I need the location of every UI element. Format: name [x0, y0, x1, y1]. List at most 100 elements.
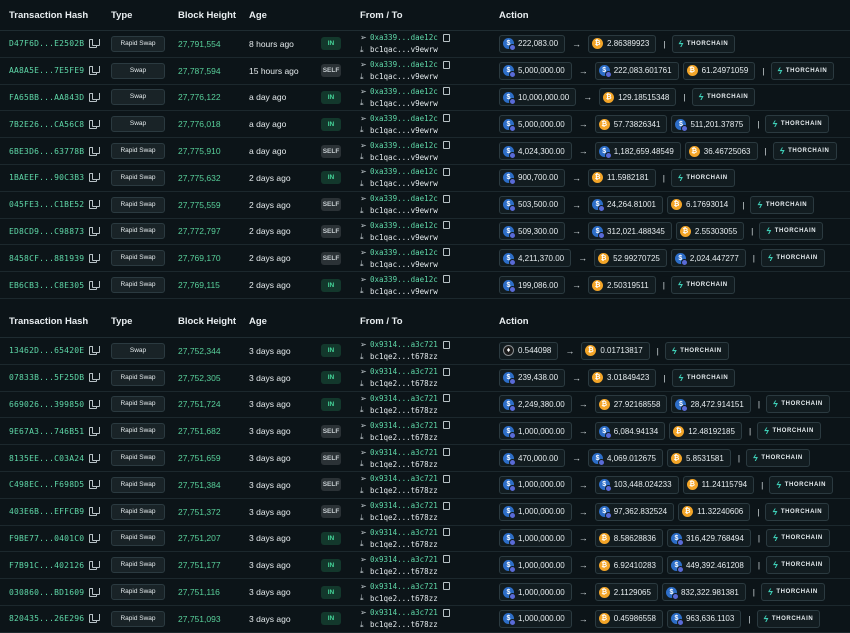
table-row[interactable]: C498EC...F698D5 Rapid Swap 27,751,384 3 day…	[0, 472, 850, 499]
block-height-link[interactable]: 27,751,093	[178, 613, 221, 624]
transaction-hash-link[interactable]: 13462D...65420E	[9, 346, 85, 356]
table-row[interactable]: 1BAEEF...90C3B3 Rapid Swap 27,775,632 2 day…	[0, 165, 850, 192]
to-address-link[interactable]: bc1qe2...t678zz	[370, 486, 438, 496]
transaction-hash-link[interactable]: 669026...399850	[9, 399, 85, 409]
from-address-link[interactable]: 0x9314...a3c721	[370, 554, 438, 564]
table-row[interactable]: 07833B...5F25DB Rapid Swap 27,752,305 3 day…	[0, 365, 850, 392]
thorchain-provider-badge[interactable]: ϟ THORCHAIN	[757, 422, 821, 441]
table-row[interactable]: ED8CD9...C98873 Rapid Swap 27,772,797 2 day…	[0, 219, 850, 246]
thorchain-provider-badge[interactable]: ϟ THORCHAIN	[759, 222, 824, 241]
copy-icon[interactable]	[442, 194, 450, 203]
copy-icon[interactable]	[89, 614, 101, 624]
block-height-link[interactable]: 27,791,554	[178, 38, 221, 49]
thorchain-provider-badge[interactable]: ϟ THORCHAIN	[670, 276, 735, 295]
copy-icon[interactable]	[442, 248, 450, 257]
copy-icon[interactable]	[89, 146, 101, 156]
copy-icon[interactable]	[89, 587, 101, 597]
copy-icon[interactable]	[442, 555, 450, 564]
copy-icon[interactable]	[442, 448, 450, 457]
table-row[interactable]: 9E67A3...746B51 Rapid Swap 27,751,682 3 day…	[0, 418, 850, 446]
block-height-link[interactable]: 27,787,594	[178, 65, 221, 76]
thorchain-provider-badge[interactable]: ϟ THORCHAIN	[671, 34, 736, 53]
copy-icon[interactable]	[442, 141, 450, 150]
to-address-link[interactable]: bc1qac...v9ewrw	[370, 125, 438, 135]
to-address-link[interactable]: bc1qe2...t678zz	[370, 432, 438, 442]
copy-icon[interactable]	[89, 226, 101, 236]
block-height-link[interactable]: 27,775,632	[178, 172, 221, 183]
thorchain-provider-badge[interactable]: ϟ THORCHAIN	[770, 61, 835, 80]
table-row[interactable]: EB6CB3...C8E305 Rapid Swap 27,769,115 2 day…	[0, 272, 850, 299]
from-address-link[interactable]: 0xa339...dae12c	[370, 60, 438, 70]
transaction-hash-link[interactable]: 045FE3...C1BE52	[9, 200, 85, 210]
copy-icon[interactable]	[442, 33, 450, 42]
from-address-link[interactable]: 0x9314...a3c721	[370, 420, 438, 430]
block-height-link[interactable]: 27,751,724	[178, 399, 221, 410]
copy-icon[interactable]	[89, 346, 101, 356]
copy-icon[interactable]	[89, 480, 101, 490]
from-address-link[interactable]: 0x9314...a3c721	[370, 501, 438, 511]
block-height-link[interactable]: 27,772,797	[178, 226, 221, 237]
from-address-link[interactable]: 0xa339...dae12c	[370, 167, 438, 177]
table-row[interactable]: AA8A5E...7E5FE9 Swap 27,787,594 15 hours ag…	[0, 58, 850, 85]
to-address-link[interactable]: bc1qac...v9ewrw	[370, 259, 438, 269]
transaction-hash-link[interactable]: 8458CF...881939	[9, 253, 85, 263]
block-height-link[interactable]: 27,751,207	[178, 533, 221, 544]
copy-icon[interactable]	[442, 528, 450, 537]
thorchain-provider-badge[interactable]: ϟ THORCHAIN	[766, 529, 830, 548]
from-address-link[interactable]: 0x9314...a3c721	[370, 340, 438, 350]
block-height-link[interactable]: 27,751,116	[178, 587, 220, 598]
block-height-link[interactable]: 27,769,115	[178, 280, 220, 291]
copy-icon[interactable]	[89, 426, 101, 436]
thorchain-provider-badge[interactable]: ϟ THORCHAIN	[664, 341, 729, 360]
table-row[interactable]: 669026...399850 Rapid Swap 27,751,724 3 day…	[0, 392, 850, 419]
to-address-link[interactable]: bc1qac...v9ewrw	[370, 98, 438, 108]
from-address-link[interactable]: 0x9314...a3c721	[370, 367, 438, 377]
copy-icon[interactable]	[442, 275, 450, 284]
from-address-link[interactable]: 0xa339...dae12c	[370, 220, 438, 230]
thorchain-provider-badge[interactable]: ϟ THORCHAIN	[772, 142, 837, 161]
from-address-link[interactable]: 0xa339...dae12c	[370, 194, 438, 204]
from-address-link[interactable]: 0x9314...a3c721	[370, 393, 438, 403]
transaction-hash-link[interactable]: F9BE77...0401C0	[9, 533, 85, 543]
to-address-link[interactable]: bc1qe2...t678zz	[370, 379, 438, 389]
transaction-hash-link[interactable]: 6BE3D6...63778B	[9, 146, 85, 156]
thorchain-provider-badge[interactable]: ϟ THORCHAIN	[765, 115, 830, 134]
thorchain-provider-badge[interactable]: ϟ THORCHAIN	[761, 583, 825, 602]
table-row[interactable]: F7B91C...402126 Rapid Swap 27,751,177 3 day…	[0, 552, 850, 580]
to-address-link[interactable]: bc1qac...v9ewrw	[370, 45, 438, 55]
to-address-link[interactable]: bc1qe2...t678zz	[370, 513, 438, 523]
copy-icon[interactable]	[89, 280, 101, 290]
block-height-link[interactable]: 27,775,559	[178, 199, 221, 210]
transaction-hash-link[interactable]: FA65BB...AA843D	[9, 92, 85, 102]
transaction-hash-link[interactable]: EB6CB3...C8E305	[9, 280, 85, 290]
transaction-hash-link[interactable]: 9E67A3...746B51	[9, 426, 85, 436]
to-address-link[interactable]: bc1qac...v9ewrw	[370, 179, 438, 189]
copy-icon[interactable]	[442, 608, 450, 617]
from-address-link[interactable]: 0x9314...a3c721	[370, 527, 438, 537]
copy-icon[interactable]	[89, 507, 101, 517]
from-address-link[interactable]: 0xa339...dae12c	[370, 140, 438, 150]
copy-icon[interactable]	[89, 92, 101, 102]
table-row[interactable]: 820435...26E296 Rapid Swap 27,751,093 3 day…	[0, 606, 850, 633]
transaction-hash-link[interactable]: 8135EE...C03A24	[9, 453, 85, 463]
transaction-hash-link[interactable]: F7B91C...402126	[9, 560, 85, 570]
copy-icon[interactable]	[89, 173, 101, 183]
copy-icon[interactable]	[442, 60, 450, 69]
copy-icon[interactable]	[442, 167, 450, 176]
transaction-hash-link[interactable]: D47F6D...E2502B	[9, 39, 85, 49]
thorchain-provider-badge[interactable]: ϟ THORCHAIN	[756, 609, 821, 628]
transaction-hash-link[interactable]: 820435...26E296	[9, 614, 85, 624]
copy-icon[interactable]	[89, 39, 101, 49]
thorchain-provider-badge[interactable]: ϟ THORCHAIN	[766, 556, 830, 575]
to-address-link[interactable]: bc1qac...v9ewrw	[370, 152, 438, 162]
copy-icon[interactable]	[442, 501, 450, 510]
block-height-link[interactable]: 27,751,372	[178, 506, 221, 517]
block-height-link[interactable]: 27,751,384	[178, 479, 221, 490]
block-height-link[interactable]: 27,775,910	[178, 146, 221, 157]
from-address-link[interactable]: 0x9314...a3c721	[370, 447, 438, 457]
to-address-link[interactable]: bc1qac...v9ewrw	[370, 206, 438, 216]
copy-icon[interactable]	[89, 399, 101, 409]
thorchain-provider-badge[interactable]: ϟ THORCHAIN	[691, 88, 756, 107]
from-address-link[interactable]: 0xa339...dae12c	[370, 113, 438, 123]
transaction-hash-link[interactable]: 1BAEEF...90C3B3	[9, 173, 85, 183]
